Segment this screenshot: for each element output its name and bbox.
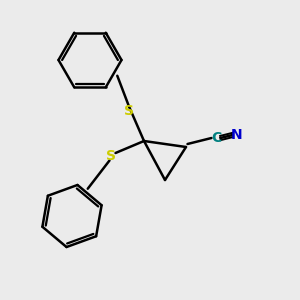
Text: N: N <box>231 128 243 142</box>
Text: S: S <box>106 149 116 163</box>
Text: C: C <box>211 131 221 145</box>
Text: S: S <box>124 104 134 118</box>
